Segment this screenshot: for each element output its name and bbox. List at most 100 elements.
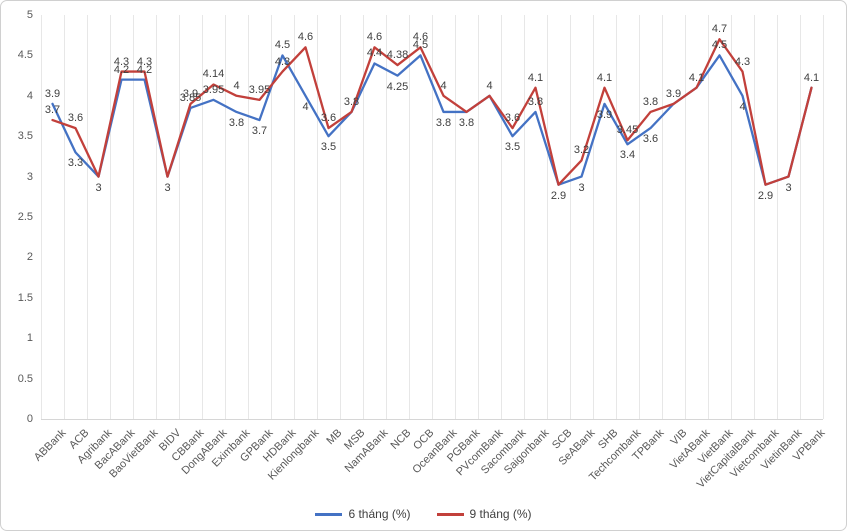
data-label-9-months: 3.6	[67, 112, 84, 125]
legend-item-9-months[interactable]: 9 tháng (%)	[436, 507, 532, 521]
data-label-shared: 3.9	[665, 87, 682, 100]
vertical-gridline	[501, 15, 502, 419]
vertical-gridline	[294, 15, 295, 419]
data-label-6-months: 4.5	[711, 39, 728, 52]
data-label-9-months: 3.2	[573, 144, 590, 157]
vertical-gridline	[202, 15, 203, 419]
data-label-9-months: 4	[233, 79, 240, 92]
y-tick-label: 3	[26, 170, 33, 183]
data-label-9-months: 4.1	[596, 71, 613, 84]
y-tick-label: 1.5	[17, 291, 33, 304]
data-label-9-months: 4.3	[136, 55, 153, 68]
vertical-gridline	[524, 15, 525, 419]
data-label-9-months: 4	[440, 79, 447, 92]
y-tick-label: 0	[26, 413, 33, 425]
vertical-gridline	[455, 15, 456, 419]
vertical-gridline	[110, 15, 111, 419]
vertical-gridline	[731, 15, 732, 419]
data-label-9-months: 4.7	[711, 23, 728, 36]
vertical-gridline	[777, 15, 778, 419]
vertical-gridline	[363, 15, 364, 419]
legend-item-6-months[interactable]: 6 tháng (%)	[315, 507, 411, 521]
data-label-9-months: 4.3	[734, 55, 751, 68]
vertical-gridline	[708, 15, 709, 419]
vertical-gridline	[754, 15, 755, 419]
vertical-gridline	[156, 15, 157, 419]
legend-line-swatch-blue	[315, 512, 343, 516]
chart-legend: 6 tháng (%) 9 tháng (%)	[1, 507, 846, 521]
vertical-gridline	[386, 15, 387, 419]
data-label-9-months: 4.1	[527, 71, 544, 84]
data-label-shared: 3	[785, 181, 792, 194]
data-label-6-months: 3.5	[504, 141, 521, 154]
data-label-6-months: 3	[578, 181, 585, 194]
y-tick-label: 1	[26, 332, 33, 345]
data-label-shared: 4.1	[803, 71, 820, 84]
data-label-9-months: 4.38	[386, 49, 409, 62]
series-line-9-months	[51, 38, 813, 186]
data-label-6-months: 4.5	[274, 39, 291, 52]
data-label-shared: 3.8	[458, 116, 475, 129]
data-label-6-months: 3.3	[67, 157, 84, 170]
vertical-gridline	[340, 15, 341, 419]
y-tick-label: 5	[26, 9, 33, 21]
data-label-6-months: 4	[739, 100, 746, 113]
data-label-6-months: 4.2	[136, 63, 153, 76]
data-label-6-months: 3.4	[619, 149, 636, 162]
data-label-9-months: 4.6	[366, 31, 383, 44]
data-label-9-months: 3.6	[504, 112, 521, 125]
data-label-6-months: 4.4	[366, 47, 383, 60]
data-label-6-months: 3.8	[228, 116, 245, 129]
vertical-gridline	[179, 15, 180, 419]
vertical-gridline	[41, 15, 42, 419]
vertical-gridline	[547, 15, 548, 419]
data-label-6-months: 3.9	[44, 87, 61, 100]
vertical-gridline	[478, 15, 479, 419]
data-label-9-months: 4.14	[202, 68, 225, 81]
data-label-6-months: 4.5	[412, 39, 429, 52]
data-label-9-months: 3.8	[642, 95, 659, 108]
data-label-shared: 3	[95, 181, 102, 194]
vertical-gridline	[87, 15, 88, 419]
y-tick-label: 4.5	[17, 49, 33, 62]
data-label-9-months: 4.6	[412, 31, 429, 44]
vertical-gridline	[685, 15, 686, 419]
data-label-6-months: 4	[302, 100, 309, 113]
vertical-gridline	[570, 15, 571, 419]
data-label-6-months: 3.8	[435, 116, 452, 129]
data-label-6-months: 3.7	[251, 125, 268, 138]
data-label-6-months: 4.25	[386, 80, 409, 93]
data-label-6-months: 3.8	[527, 95, 544, 108]
vertical-gridline	[271, 15, 272, 419]
vertical-gridline	[616, 15, 617, 419]
vertical-gridline	[800, 15, 801, 419]
y-tick-label: 0.5	[17, 372, 33, 385]
y-tick-label: 2.5	[17, 211, 33, 223]
data-label-6-months: 3.5	[320, 141, 337, 154]
data-label-6-months: 3.9	[596, 108, 613, 121]
vertical-gridline	[248, 15, 249, 419]
data-label-6-months: 3.85	[179, 91, 202, 104]
data-label-6-months: 3.95	[202, 83, 225, 96]
vertical-gridline	[409, 15, 410, 419]
data-label-9-months: 3.9	[182, 87, 199, 100]
x-axis-line	[41, 419, 823, 420]
vertical-gridline	[133, 15, 134, 419]
vertical-gridline	[662, 15, 663, 419]
data-label-9-months: 3.95	[248, 83, 271, 96]
vertical-gridline	[225, 15, 226, 419]
data-label-9-months: 3.7	[44, 104, 61, 117]
data-label-9-months: 3.45	[616, 124, 639, 137]
vertical-gridline	[593, 15, 594, 419]
data-label-9-months: 3.6	[320, 112, 337, 125]
vertical-gridline	[823, 15, 824, 419]
data-label-shared: 3.8	[343, 95, 360, 108]
data-label-9-months: 4.3	[274, 55, 291, 68]
data-label-shared: 3	[164, 181, 171, 194]
legend-line-swatch-red	[436, 512, 464, 516]
data-label-shared: 2.9	[550, 189, 567, 202]
data-label-6-months: 3.6	[642, 133, 659, 146]
data-label-9-months: 4.6	[297, 31, 314, 44]
vertical-gridline	[639, 15, 640, 419]
